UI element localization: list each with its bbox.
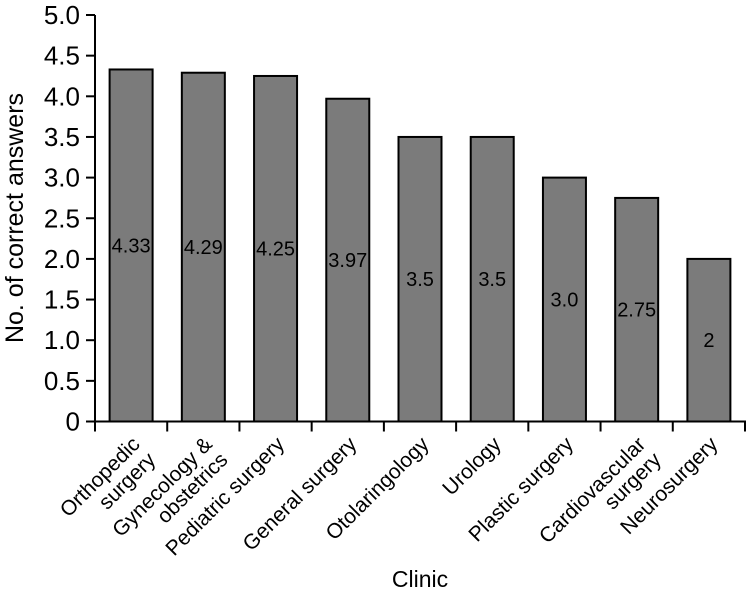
y-tick-label: 0.5 [44, 366, 80, 396]
bar-value-label: 2 [703, 330, 714, 352]
bar-value-label: 4.25 [256, 239, 295, 261]
y-tick-label: 0 [66, 407, 80, 437]
bar-value-label: 4.33 [112, 235, 151, 257]
y-tick-label: 2.5 [44, 203, 80, 233]
bar-otolaringology [397, 135, 443, 423]
y-tick-label: 3.0 [44, 163, 80, 193]
y-tick-label: 5.0 [44, 0, 80, 30]
x-category-label: Orthopedicsurgery [56, 432, 161, 537]
bar-neurosurgery [686, 257, 732, 423]
bar-cardiovascular-surgery [614, 196, 660, 423]
y-tick-label: 1.5 [44, 285, 80, 315]
x-category-label-line: Urology [438, 432, 506, 500]
y-tick-label: 4.5 [44, 41, 80, 71]
bar-orthopedic-surgery [108, 68, 154, 423]
bar-value-label: 4.29 [184, 237, 223, 259]
x-axis-title: Clinic [391, 566, 449, 592]
bar-plastic-surgery [541, 176, 587, 423]
bar-value-label: 3.97 [328, 250, 367, 272]
y-tick-label: 2.0 [44, 244, 80, 274]
bar-value-label: 3.5 [406, 269, 434, 291]
bar-value-label: 3.0 [551, 290, 579, 312]
bar-value-label: 3.5 [478, 269, 506, 291]
x-category-label: Urology [438, 432, 506, 500]
bar-pediatric-surgery [253, 74, 299, 423]
bar-value-label: 2.75 [617, 300, 656, 322]
bar-gynecology-obstetrics [180, 71, 226, 423]
bar-urology [469, 135, 515, 423]
y-tick-label: 4.0 [44, 81, 80, 111]
y-tick-label: 1.0 [44, 325, 80, 355]
bar-general-surgery [325, 97, 371, 423]
y-tick-label: 3.5 [44, 122, 80, 152]
